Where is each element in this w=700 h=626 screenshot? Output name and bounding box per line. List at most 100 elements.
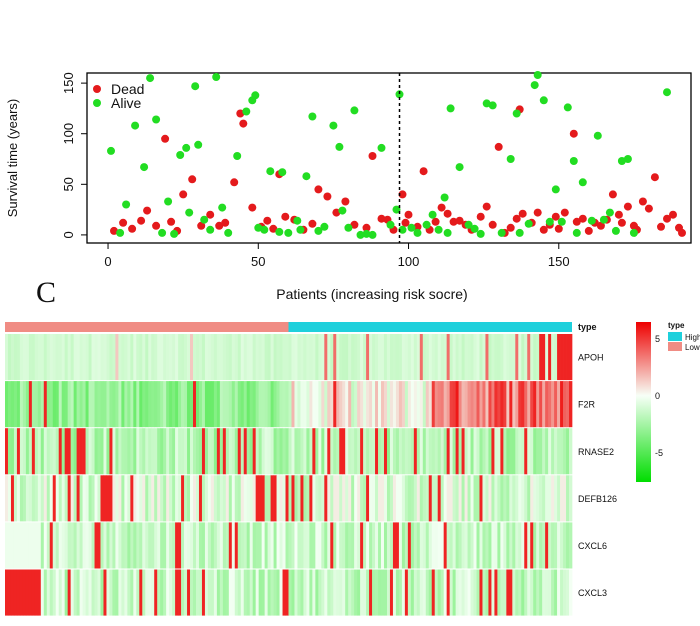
heatmap-cell — [297, 475, 301, 522]
heatmap-cell — [333, 522, 337, 569]
heatmap-cell — [46, 381, 51, 428]
alive-point — [140, 163, 149, 172]
heatmap-cell — [300, 334, 304, 381]
heatmap-cell — [279, 428, 283, 475]
heatmap-cell — [476, 381, 480, 428]
heatmap-cell — [127, 428, 131, 475]
heatmap-cell — [482, 334, 486, 381]
heatmap-cell — [76, 381, 80, 428]
heatmap-cell — [40, 522, 45, 569]
heatmap-cell — [252, 569, 257, 616]
heatmap-cell — [49, 475, 54, 522]
heatmap-cell — [431, 475, 436, 522]
heatmap-cell — [515, 522, 519, 569]
heatmap-cell — [446, 569, 450, 616]
heatmap-cell — [169, 334, 173, 381]
heatmap-cell — [455, 569, 459, 616]
alive-point — [587, 216, 596, 225]
heatmap-cell — [327, 475, 331, 522]
heatmap-cell — [267, 381, 271, 428]
heatmap-cell — [157, 334, 161, 381]
heatmap-cell — [207, 522, 212, 569]
dead-point — [119, 218, 128, 227]
dead-point — [657, 222, 665, 231]
heatmap-cell — [467, 475, 471, 522]
heatmap-cell — [515, 569, 519, 616]
dead-point — [248, 203, 257, 212]
heatmap-cell — [5, 428, 9, 475]
heatmap-cell — [178, 381, 182, 428]
dead-point — [554, 224, 563, 233]
alive-point — [392, 205, 401, 214]
heatmap-cell — [234, 475, 239, 522]
heatmap-cell — [106, 428, 110, 475]
heatmap-cell — [348, 475, 352, 522]
heatmap-cell — [300, 522, 304, 569]
heatmap-cell — [372, 334, 376, 381]
heatmap-cell — [342, 475, 346, 522]
heatmap-cell — [521, 428, 525, 475]
dead-point — [663, 214, 671, 223]
heatmap-cell — [303, 381, 307, 428]
heatmap-cell — [413, 522, 418, 569]
alive-point — [623, 155, 632, 163]
heatmap-cell — [494, 428, 498, 475]
heatmap-cell — [407, 569, 412, 616]
heatmap-cell — [437, 522, 442, 569]
heatmap-cell — [193, 334, 197, 381]
heatmap-cell — [473, 334, 477, 381]
heatmap-cell — [467, 569, 471, 616]
heatmap-cell — [46, 569, 51, 616]
heatmap-cell — [342, 381, 346, 428]
heatmap-cell — [148, 381, 152, 428]
heatmap-cell — [524, 522, 528, 569]
heatmap-cell — [19, 334, 24, 381]
heatmap-cell — [264, 334, 268, 381]
heatmap-cell — [545, 381, 549, 428]
heatmap-cell — [452, 475, 456, 522]
heatmap-cell — [533, 428, 537, 475]
heatmap-cell — [237, 569, 242, 616]
heatmap-cell — [88, 428, 92, 475]
heatmap-cell — [193, 522, 197, 569]
heatmap-cell — [100, 569, 104, 616]
heatmap-cell — [386, 334, 391, 381]
heatmap-cell — [225, 569, 230, 616]
heatmap-cell — [127, 381, 131, 428]
heatmap-cell — [267, 569, 271, 616]
heatmap-cell — [339, 475, 343, 522]
heatmap-cell — [246, 334, 251, 381]
heatmap-cell — [419, 475, 424, 522]
heatmap-cell — [345, 522, 349, 569]
scatter-points — [107, 71, 686, 239]
heatmap-cell — [425, 381, 430, 428]
alive-point — [164, 197, 173, 206]
heatmap-cell — [503, 475, 507, 522]
heatmap-cell — [485, 569, 489, 616]
heatmap-cell — [297, 334, 301, 381]
heatmap-cell — [13, 334, 18, 381]
heatmap-cell — [512, 334, 516, 381]
heatmap-cell — [422, 475, 427, 522]
heatmap-cell — [195, 475, 200, 522]
heatmap-cell — [458, 381, 462, 428]
heatmap-cell — [530, 381, 534, 428]
heatmap-cell — [285, 428, 289, 475]
heatmap-cell — [276, 569, 280, 616]
heatmap-cell — [455, 334, 459, 381]
heatmap-cell — [154, 334, 158, 381]
heatmap-cell — [207, 381, 212, 428]
heatmap-cell — [306, 522, 310, 569]
heatmap-cell — [363, 381, 367, 428]
heatmap-cell — [10, 522, 15, 569]
heatmap-cell — [440, 522, 445, 569]
alive-point — [116, 228, 125, 237]
heatmap-cell — [321, 475, 325, 522]
heatmap-cell — [151, 381, 155, 428]
alive-point — [350, 106, 359, 115]
heatmap-cell — [288, 475, 292, 522]
heatmap-cell — [342, 428, 346, 475]
heatmap-cell — [285, 569, 289, 616]
heatmap-cell — [443, 428, 448, 475]
alive-point — [506, 155, 515, 163]
